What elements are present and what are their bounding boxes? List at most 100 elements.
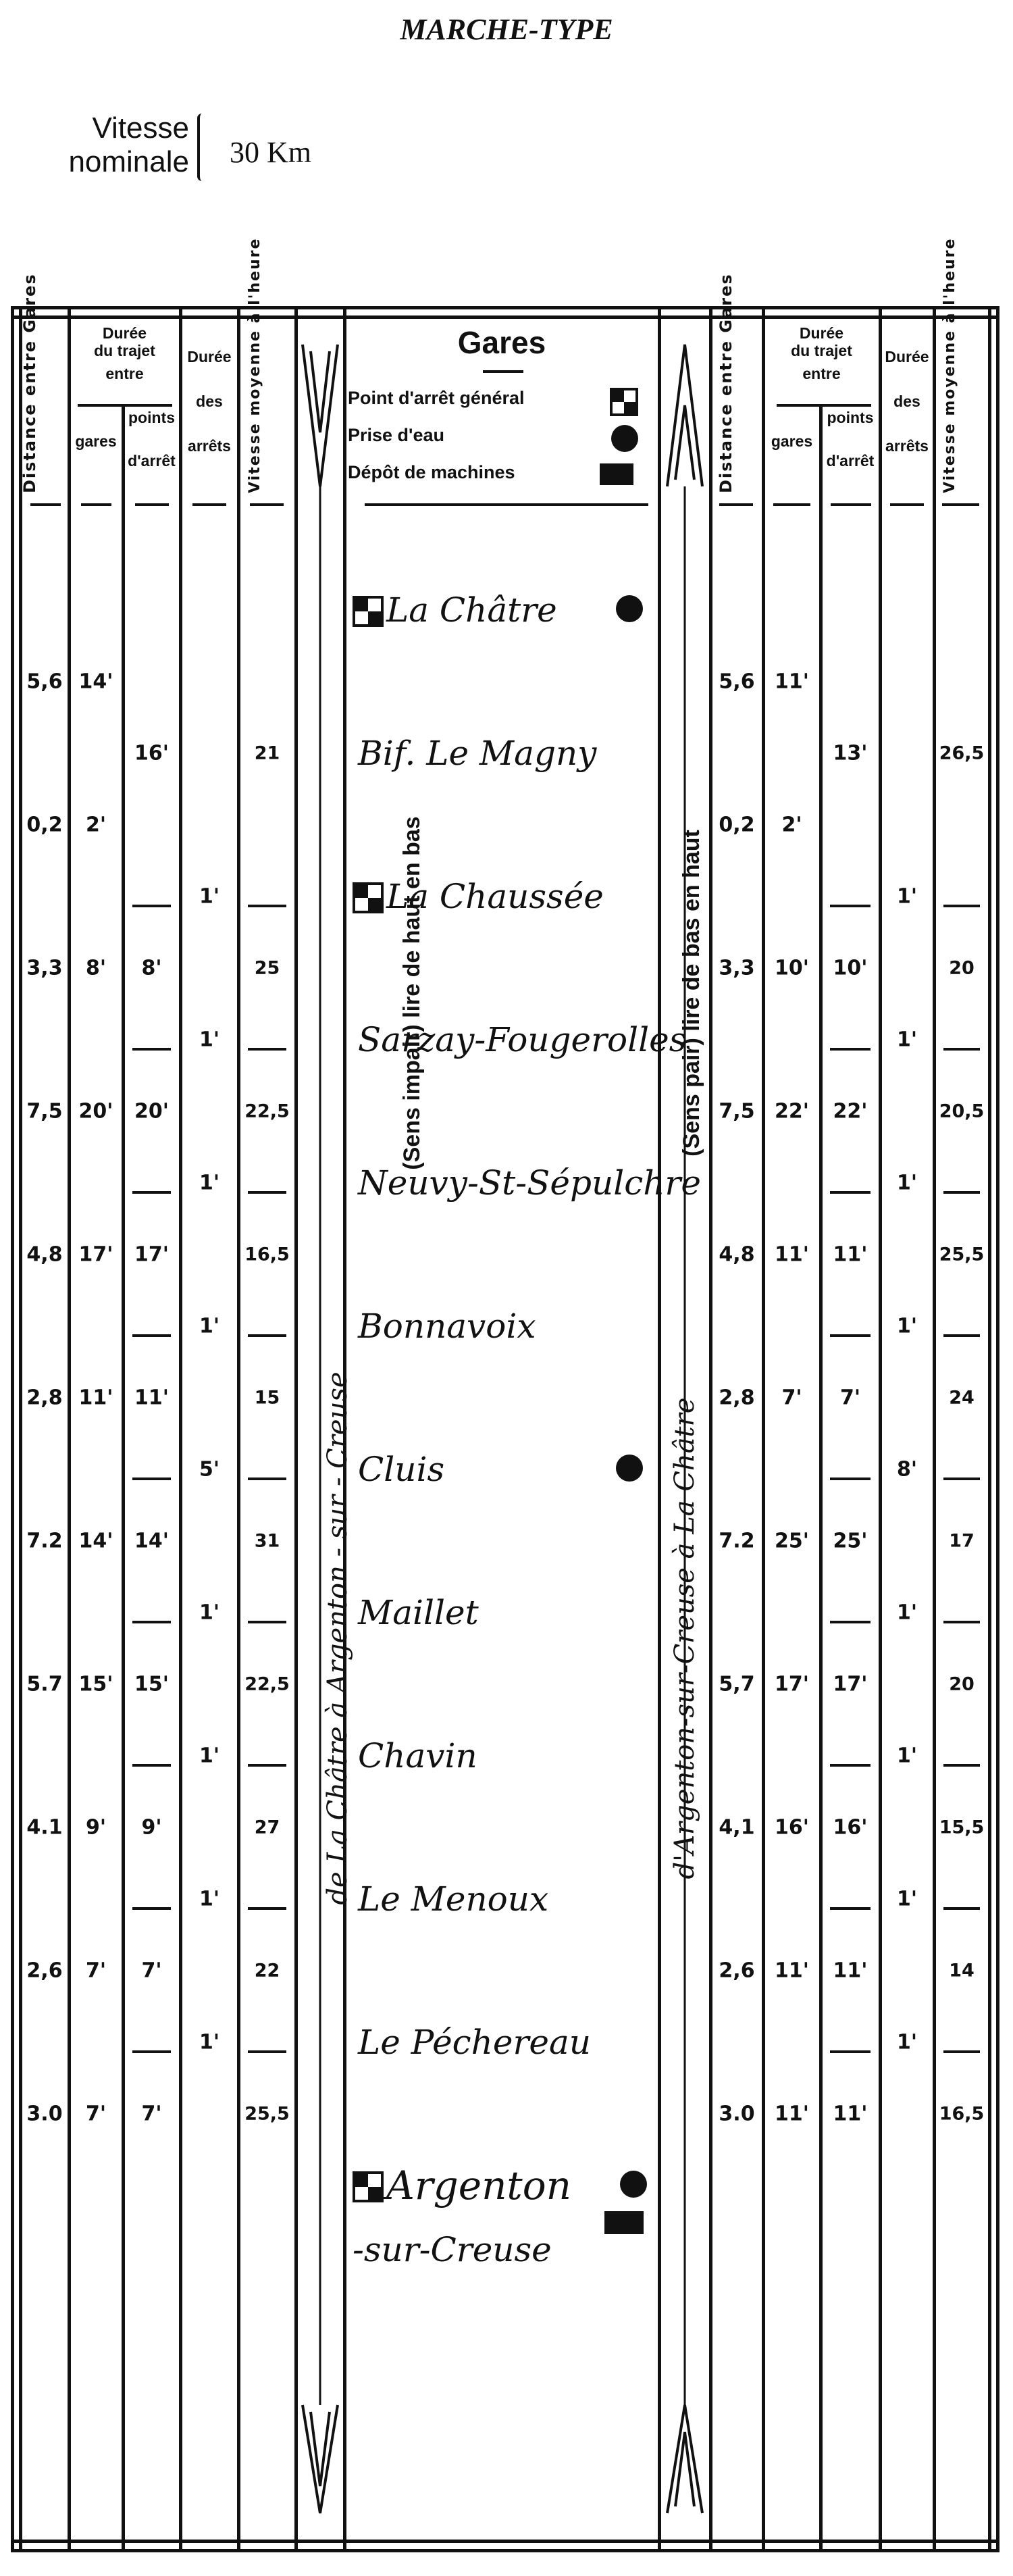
right-duree-arrets-cell: 1' [896,1171,918,1195]
right-duree-points-dash [830,1621,871,1623]
right-duree-arrets-cell: 1' [896,1314,918,1338]
station-name: Neuvy-St-Sépulchre [358,1163,701,1203]
left-distance-cell: 0,2 [26,813,63,837]
station-name: Maillet [358,1593,479,1632]
right-duree-arrets-cell: 1' [896,884,918,909]
right-duree-points-cell: 11' [833,1959,868,1983]
left-distance-cell: 3,3 [26,956,63,980]
left-duree-points-dash [132,905,171,907]
left-duree-points-cell: 17' [134,1242,169,1267]
station-name: Chavin [358,1736,477,1775]
header-rule [777,404,871,407]
column-rule [996,307,999,2550]
left-distance-cell: 7,5 [26,1099,63,1123]
table-border [11,306,999,309]
checker-square-icon [353,882,384,913]
column-rule [658,307,661,2550]
right-distance-cell: 7,5 [719,1099,755,1123]
right-duree-gares-cell: 7' [781,1386,802,1410]
header-arrets: Durée des arrêts [180,348,238,455]
right-duree-arrets-cell: 1' [896,2030,918,2054]
depot-icon [604,2211,644,2234]
column-rule [122,405,125,2550]
left-vitesse-dash [248,1621,286,1623]
right-duree-points-cell: 11' [833,2102,868,2126]
right-duree-points-dash [830,1478,871,1480]
left-distance-cell: 4.1 [26,1815,63,1840]
right-distance-cell: 5,6 [719,670,755,694]
right-vitesse-cell: 20 [949,1673,975,1695]
header-gares-right: gares [771,432,813,450]
left-vitesse-cell: 15 [254,1387,280,1409]
right-vitesse-cell: 15,5 [939,1817,985,1838]
right-duree-arrets-cell: 8' [896,1457,918,1482]
nominal-speed-label-line1: Vitesse [92,111,190,145]
header-underline [192,503,226,506]
right-duree-arrets-cell: 1' [896,1600,918,1625]
left-duree-gares-cell: 14' [78,1529,113,1553]
header-underline [719,503,753,506]
nominal-speed-label: Vitesse nominale [27,111,189,179]
header-underline [831,503,871,506]
left-duree-gares-cell: 17' [78,1242,113,1267]
right-distance-cell: 2,8 [719,1386,755,1410]
column-rule [19,307,22,2550]
left-vitesse-dash [248,1334,286,1337]
header-underline [30,503,61,506]
right-vitesse-dash-value: — [934,1048,989,1049]
left-duree-points-dash-value: — [123,1191,180,1192]
right-vitesse-dash [943,1621,980,1623]
header-arrets-l1: Durée [885,348,929,365]
left-distance-cell: 7.2 [26,1529,63,1553]
header-gares-title: Gares [457,325,546,360]
right-duree-points-cell: 11' [833,1242,868,1267]
header-duree-l1: Durée [799,324,844,342]
left-duree-gares-cell: 15' [78,1672,113,1696]
left-vitesse-cell: 21 [254,742,280,764]
header-duree-l1: Durée [102,324,147,342]
station-name: Argenton [386,2163,571,2208]
left-vitesse-dash [248,2050,286,2053]
header-arrets-l2: des [893,393,920,410]
left-duree-arrets-cell: 1' [199,1171,220,1195]
left-vitesse-dash-value: — [238,1334,296,1335]
checker-square-icon [353,2171,384,2202]
right-duree-gares-cell: 11' [775,1242,809,1267]
left-duree-points-cell: 16' [134,741,169,765]
header-arrets-l3: arrêts [188,437,231,455]
left-vitesse-dash [248,1048,286,1051]
left-vitesse-dash-value: — [238,2050,296,2051]
right-duree-points-cell: 25' [833,1529,868,1553]
right-duree-points-dash [830,1334,871,1337]
right-vitesse-dash [943,2050,980,2053]
left-duree-points-dash [132,1334,171,1337]
left-vitesse-cell: 31 [254,1530,280,1552]
right-duree-points-dash [830,2050,871,2053]
header-duree-l2: du trajet [791,342,852,359]
left-vitesse-cell: 16,5 [244,1244,290,1265]
right-duree-gares-cell: 25' [775,1529,809,1553]
left-duree-points-dash-value: — [123,1334,180,1335]
header-duree-trajet-right: Durée du trajet entre [763,324,880,382]
header-arrets-l2: des [196,393,223,410]
left-duree-points-dash [132,1621,171,1623]
left-vitesse-dash-value: — [238,1907,296,1908]
left-vitesse-cell: 27 [254,1817,280,1838]
right-duree-points-dash-value: — [821,1764,880,1765]
left-duree-points-cell: 20' [134,1099,169,1123]
right-duree-points-dash [830,1764,871,1767]
station-name: Le Péchereau [358,2023,591,2062]
left-vitesse-dash [248,905,286,907]
left-duree-points-dash [132,1907,171,1910]
header-duree-l2: du trajet [94,342,155,359]
right-vitesse-cell: 16,5 [939,2103,985,2125]
header-duree-l3: entre [802,365,841,382]
left-duree-points-dash-value: — [123,1048,180,1049]
left-duree-points-dash [132,1478,171,1480]
left-duree-points-dash [132,1764,171,1767]
header-points-l2: d'arrêt [128,452,176,470]
left-duree-gares-cell: 7' [85,2102,107,2126]
right-vitesse-dash [943,1907,980,1910]
header-points-right: points d'arrêt [821,409,880,470]
